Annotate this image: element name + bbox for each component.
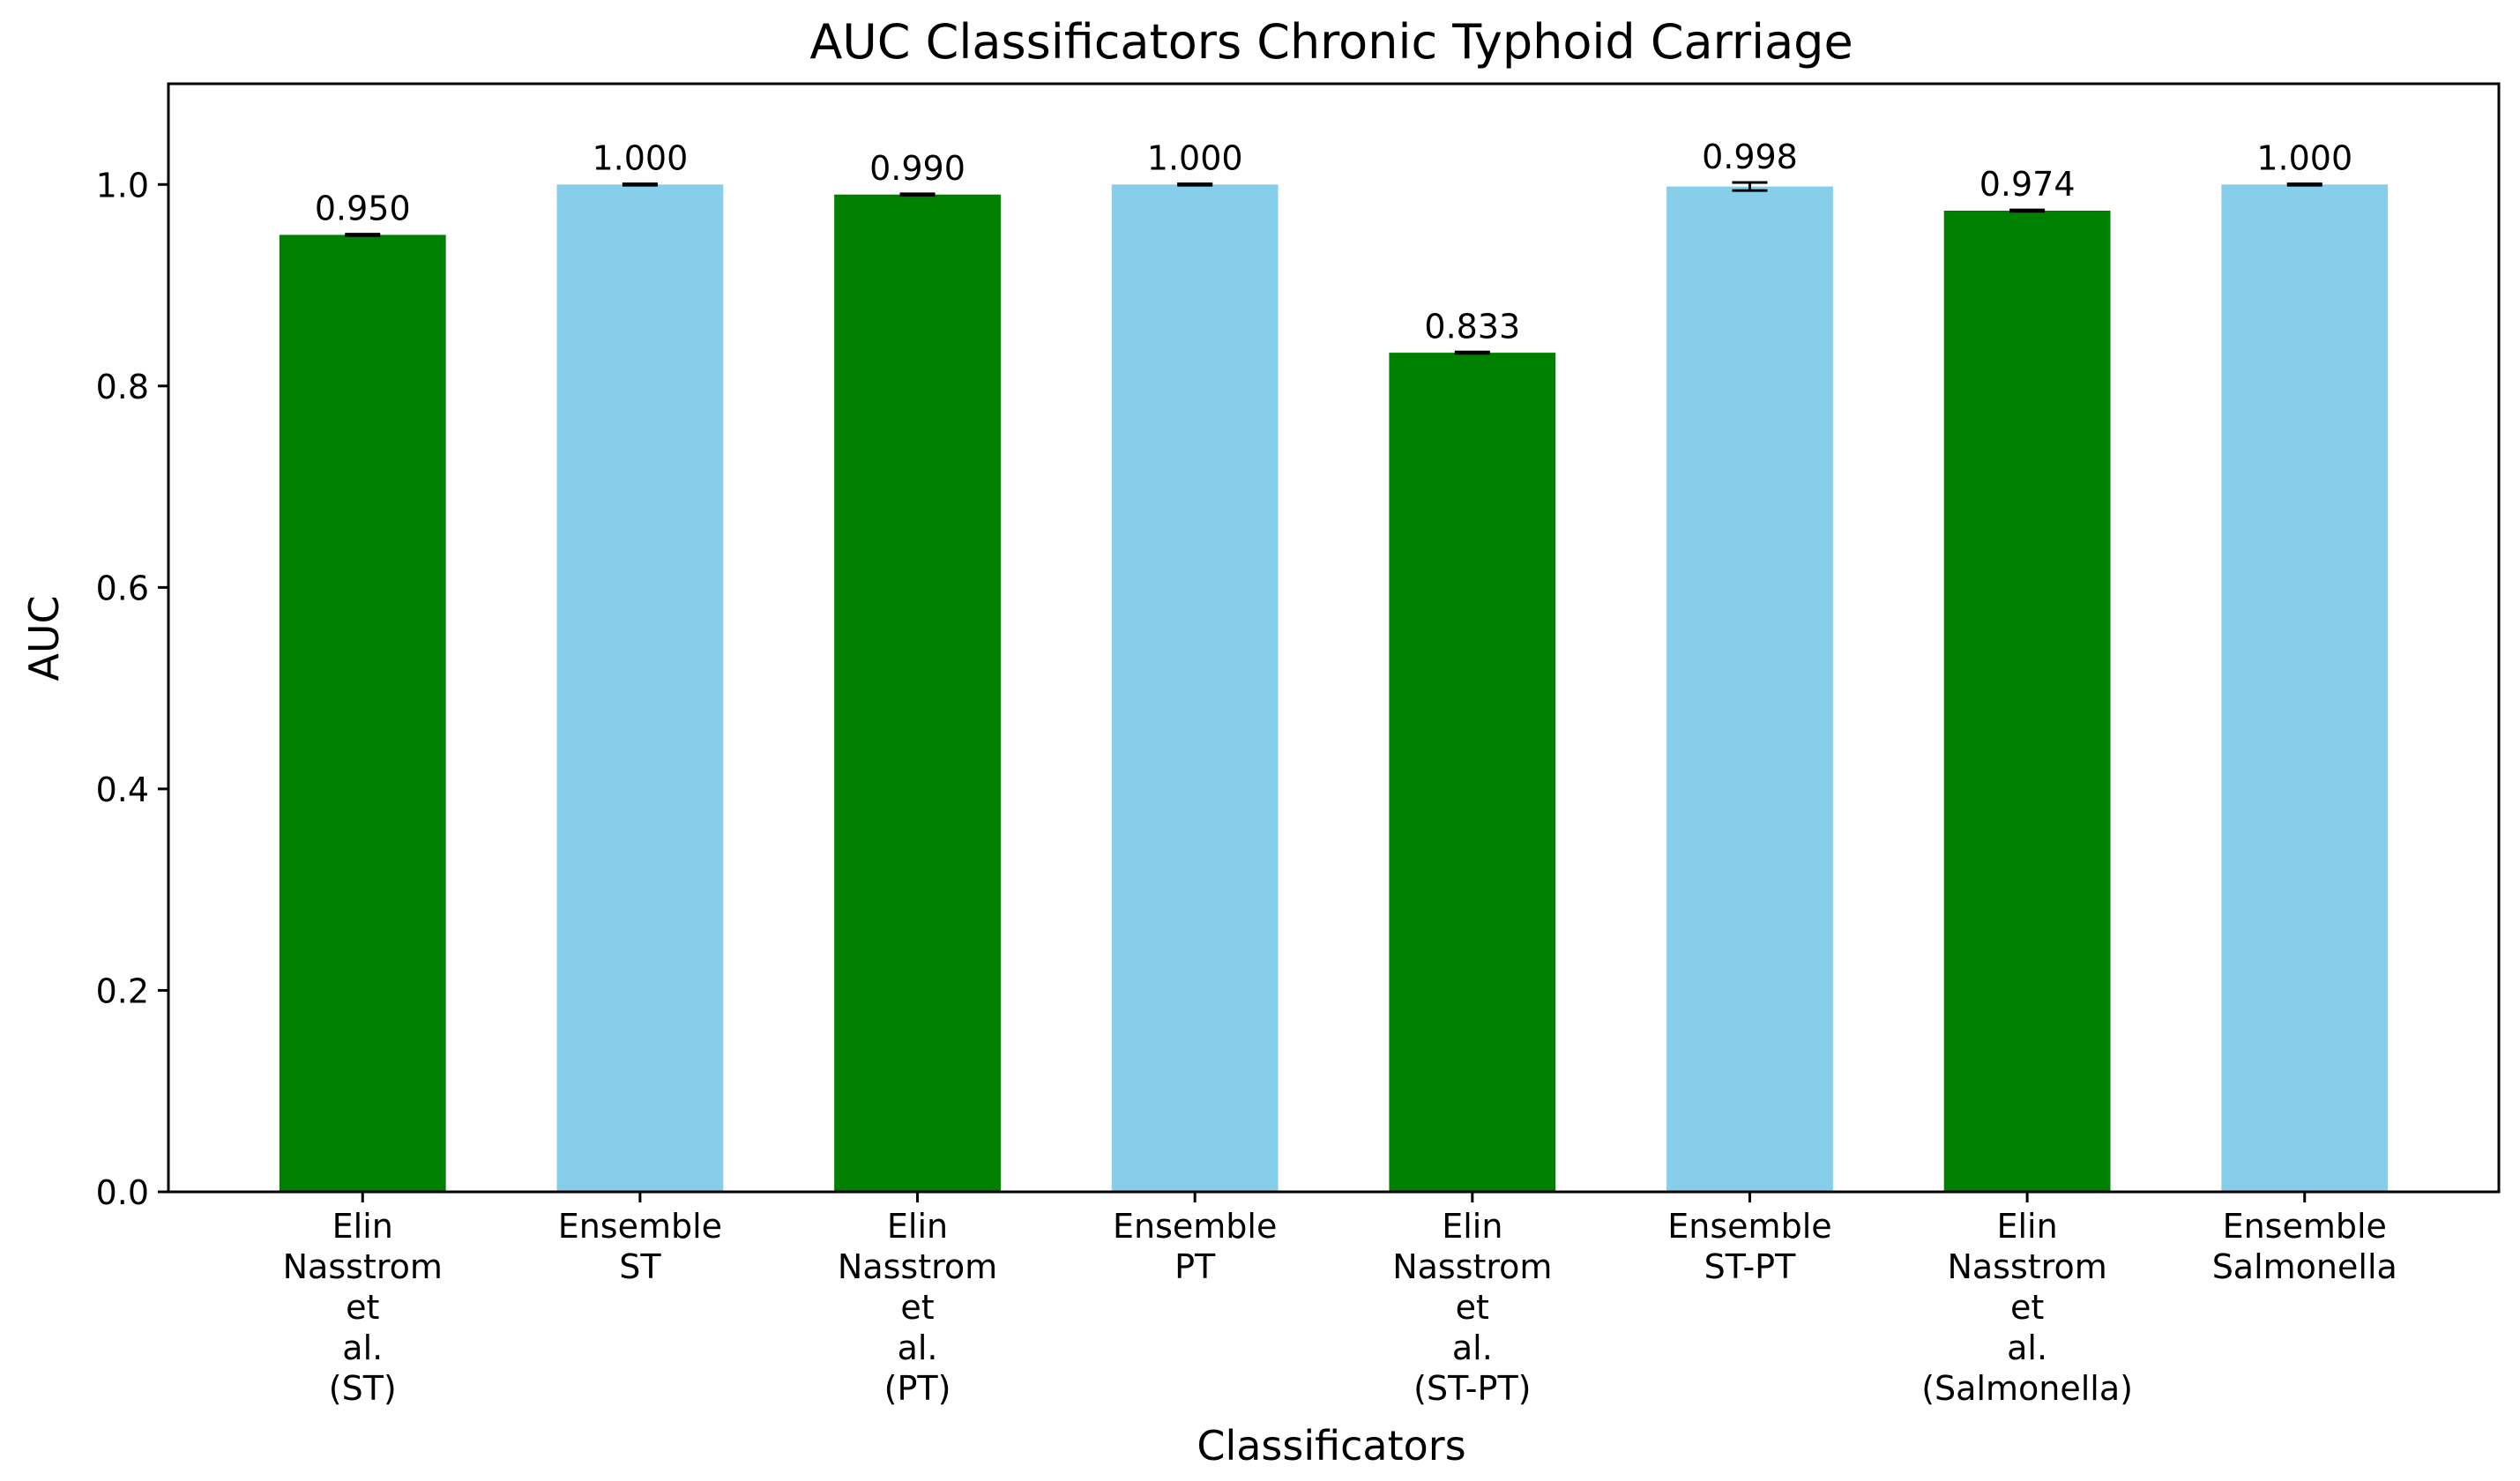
- chart-title: AUC Classificators Chronic Typhoid Carri…: [809, 14, 1853, 70]
- data-label: 0.990: [869, 149, 966, 188]
- x-tick-label: Elin Nasstrom et al. (PT): [838, 1207, 997, 1408]
- plot-frame: [167, 82, 2501, 1194]
- x-tick-label-line: PT: [1174, 1247, 1216, 1286]
- x-tick-label-line: Elin: [887, 1207, 948, 1246]
- x-tick-label-line: Salmonella: [2212, 1247, 2397, 1286]
- bar: [1943, 210, 2111, 1192]
- data-label: 1.000: [2256, 138, 2352, 177]
- x-tick-label-line: Nasstrom: [1392, 1247, 1552, 1286]
- data-label: 0.833: [1424, 307, 1520, 346]
- x-tick-label-line: Ensemble: [558, 1207, 722, 1246]
- x-tick-label-line: et: [2010, 1288, 2044, 1327]
- data-label: 0.974: [1979, 165, 2076, 204]
- x-tick-label: Elin Nasstrom et al. (ST): [283, 1207, 443, 1408]
- x-tick-label: Elin Nasstrom et al. (ST-PT): [1392, 1207, 1552, 1408]
- x-tick-label-line: Ensemble: [2223, 1207, 2387, 1246]
- x-tick-label-line: Nasstrom: [283, 1247, 443, 1286]
- data-label: 1.000: [592, 138, 688, 177]
- bar: [2221, 184, 2389, 1193]
- x-tick-label-line: ST: [619, 1247, 661, 1286]
- x-tick-label: Ensemble ST: [558, 1207, 722, 1286]
- x-tick-label-line: Elin: [332, 1207, 393, 1246]
- x-tick-label-line: ST-PT: [1704, 1247, 1796, 1286]
- x-tick-label-line: et: [1456, 1288, 1489, 1327]
- data-label: 0.998: [1702, 138, 1798, 176]
- y-tick-label: 0.8: [96, 368, 149, 406]
- data-label: 0.950: [315, 190, 411, 228]
- x-tick-label: Ensemble ST-PT: [1667, 1207, 1831, 1286]
- y-tick-label: 1.0: [96, 166, 149, 205]
- x-tick-label-line: Ensemble: [1113, 1207, 1277, 1246]
- bar: [1389, 353, 1556, 1193]
- x-tick-label-line: et: [346, 1288, 379, 1327]
- data-label: 1.000: [1147, 138, 1243, 177]
- y-tick-label: 0.2: [96, 971, 149, 1010]
- x-tick-label: Elin Nasstrom et al. (Salmonella): [1921, 1207, 2133, 1408]
- bar: [279, 234, 446, 1193]
- bar: [834, 194, 1001, 1193]
- y-tick-label: 0.0: [96, 1173, 149, 1212]
- x-tick-label-line: Nasstrom: [1947, 1247, 2106, 1286]
- x-tick-label-line: al.: [1452, 1328, 1493, 1367]
- y-axis-label: AUC: [20, 595, 68, 681]
- x-tick-label-line: al.: [342, 1328, 383, 1367]
- x-tick-label-line: (ST-PT): [1413, 1369, 1531, 1408]
- x-tick-label-line: (PT): [884, 1369, 951, 1408]
- x-tick-label-line: (Salmonella): [1921, 1369, 2133, 1408]
- bar: [1666, 186, 1833, 1192]
- x-tick-label-line: Ensemble: [1667, 1207, 1831, 1246]
- y-tick-label: 0.6: [96, 569, 149, 607]
- x-tick-label-line: Elin: [1442, 1207, 1502, 1246]
- x-tick-label-line: Elin: [1996, 1207, 2057, 1246]
- x-tick-label-line: et: [900, 1288, 934, 1327]
- x-tick-label-line: Nasstrom: [838, 1247, 997, 1286]
- x-tick-label: Ensemble PT: [1113, 1207, 1277, 1286]
- x-tick-label: Ensemble Salmonella: [2212, 1207, 2397, 1286]
- x-axis-label: Classificators: [1197, 1422, 1465, 1470]
- y-tick-label: 0.4: [96, 770, 149, 809]
- x-tick-label-line: (ST): [329, 1369, 397, 1408]
- bar: [556, 184, 724, 1193]
- x-tick-label-line: al.: [898, 1328, 938, 1367]
- bar: [1111, 184, 1279, 1193]
- x-tick-label-line: al.: [2007, 1328, 2047, 1367]
